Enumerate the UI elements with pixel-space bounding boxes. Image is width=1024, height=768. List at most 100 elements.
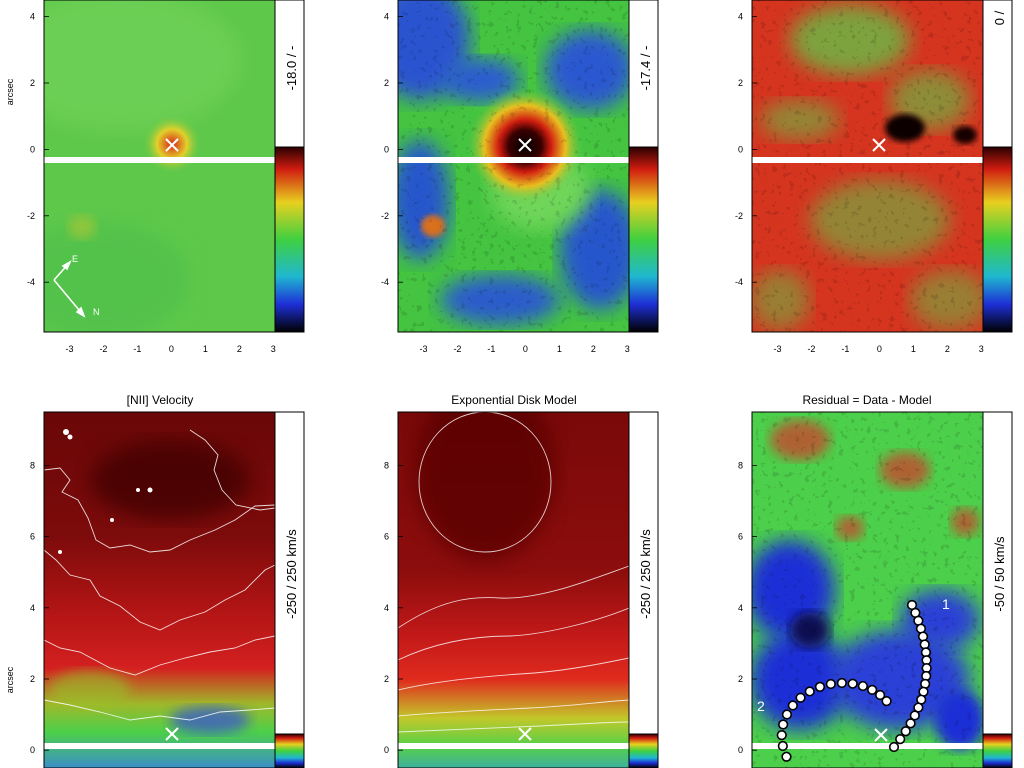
x-tick-label: -1 — [133, 344, 141, 354]
spiral-arm-2 — [776, 677, 892, 762]
x-tick-label: -1 — [841, 344, 849, 354]
y-tick-label: -2 — [27, 211, 35, 221]
colorbar-label: 0 / — [992, 10, 1007, 25]
x-tick-label: -3 — [419, 344, 427, 354]
spiral-marker — [778, 719, 789, 730]
y-tick-label: 8 — [30, 460, 35, 470]
spiral-arm-1 — [888, 599, 932, 753]
x-tick-label: 3 — [979, 344, 984, 354]
y-tick-label: 4 — [384, 12, 389, 22]
x-tick-label: 2 — [237, 344, 242, 354]
y-tick-label: 2 — [30, 78, 35, 88]
spiral-marker — [836, 677, 847, 689]
panel-3: 0 / — [751, 0, 1013, 333]
colorbar-label: -250 / 250 km/s — [638, 529, 653, 619]
y-tick-label: 4 — [30, 12, 35, 22]
y-tick-label: -4 — [381, 277, 389, 287]
x-tick-label: 3 — [625, 344, 630, 354]
spiral-marker — [787, 700, 798, 711]
x-tick-label: -1 — [487, 344, 495, 354]
panel-6: Residual = Data - Model 1 2 -50 / — [751, 393, 1013, 768]
y-tick-label: -4 — [735, 277, 743, 287]
x-tick-label: 1 — [557, 344, 562, 354]
spiral-marker — [905, 718, 916, 729]
y-axis-label: arcsec — [5, 666, 15, 693]
spiral-marker — [814, 681, 826, 692]
colorbar-label: -17.4 / - — [638, 46, 653, 91]
x-tick-label: 0 — [169, 344, 174, 354]
spiral-marker — [776, 730, 787, 741]
x-tick-label: 2 — [945, 344, 950, 354]
x-tick-label: 0 — [523, 344, 528, 354]
y-tick-label: -4 — [27, 277, 35, 287]
axes: 4 2 0 -2 -4 -3 -2 -1 0 1 2 3 4 2 0 -2 -4 -3 -2 -1 0 1 2 3 4 2 0 -2 -… — [27, 12, 984, 756]
y-tick-label: 4 — [738, 12, 743, 22]
panel-1: E N arcsec -18.0 / - — [5, 0, 305, 333]
spiral-marker — [900, 726, 911, 737]
y-tick-label: 4 — [738, 603, 743, 613]
spiral-marker — [795, 692, 806, 703]
colorbar: -18.0 / - — [274, 0, 305, 333]
spiral-marker — [825, 678, 836, 690]
center-marker — [518, 727, 532, 741]
y-tick-label: 6 — [384, 532, 389, 542]
y-tick-label: 4 — [384, 603, 389, 613]
spiral-marker — [881, 696, 892, 707]
colorbar-label: -250 / 250 km/s — [284, 529, 299, 619]
colorbar: 0 / — [982, 0, 1013, 333]
colorbar: -50 / 50 km/s — [982, 411, 1013, 768]
center-marker — [874, 728, 888, 742]
y-tick-label: 0 — [30, 144, 35, 154]
x-tick-label: 1 — [203, 344, 208, 354]
colorbar: -250 / 250 km/s — [628, 411, 659, 768]
y-tick-label: 0 — [738, 144, 743, 154]
x-tick-label: -2 — [453, 344, 461, 354]
spiral-marker — [875, 689, 886, 701]
heatmap-image — [398, 412, 629, 768]
center-marker — [518, 138, 532, 152]
heatmap-image — [398, 0, 629, 332]
panel-2: -17.4 / - — [397, 0, 659, 333]
y-tick-label: 8 — [384, 460, 389, 470]
heatmap-image — [44, 412, 275, 768]
colorbar: -250 / 250 km/s — [274, 411, 305, 768]
center-marker — [872, 138, 886, 152]
spiral-marker — [781, 709, 793, 720]
colorbar-label: -18.0 / - — [284, 46, 299, 91]
spiral-marker — [888, 741, 900, 753]
y-tick-label: 2 — [384, 674, 389, 684]
y-tick-label: 2 — [738, 674, 743, 684]
spiral-marker — [804, 686, 815, 697]
colorbar: -17.4 / - — [628, 0, 659, 333]
center-marker — [165, 727, 179, 741]
y-tick-label: 0 — [738, 745, 743, 755]
panel-4: [NII] Velocity arcsec — [5, 393, 305, 768]
y-axis-label: arcsec — [5, 78, 15, 105]
spiral-marker — [895, 734, 906, 745]
compass-n-label: N — [93, 307, 100, 317]
x-tick-label: 2 — [591, 344, 596, 354]
compass — [53, 260, 86, 318]
spiral-marker — [781, 751, 792, 762]
y-tick-label: 2 — [738, 78, 743, 88]
x-tick-label: -2 — [807, 344, 815, 354]
compass-e-label: E — [72, 254, 78, 264]
spiral-label-2: 2 — [757, 698, 765, 714]
y-tick-label: 2 — [30, 674, 35, 684]
heatmap-image — [752, 412, 983, 768]
x-tick-label: -3 — [65, 344, 73, 354]
heatmap-image — [44, 0, 275, 332]
y-tick-label: 0 — [384, 144, 389, 154]
x-tick-label: 1 — [911, 344, 916, 354]
y-tick-label: -2 — [381, 211, 389, 221]
spiral-marker — [857, 680, 869, 692]
y-tick-label: 0 — [30, 745, 35, 755]
panel-title: Residual = Data - Model — [802, 393, 931, 407]
y-tick-label: 2 — [384, 78, 389, 88]
x-tick-label: -2 — [99, 344, 107, 354]
panel-5: Exponential Disk Model -250 / 250 km/s — [397, 393, 659, 768]
heatmap-image — [752, 0, 983, 332]
spiral-marker — [909, 710, 920, 721]
colorbar-label: -50 / 50 km/s — [992, 536, 1007, 612]
